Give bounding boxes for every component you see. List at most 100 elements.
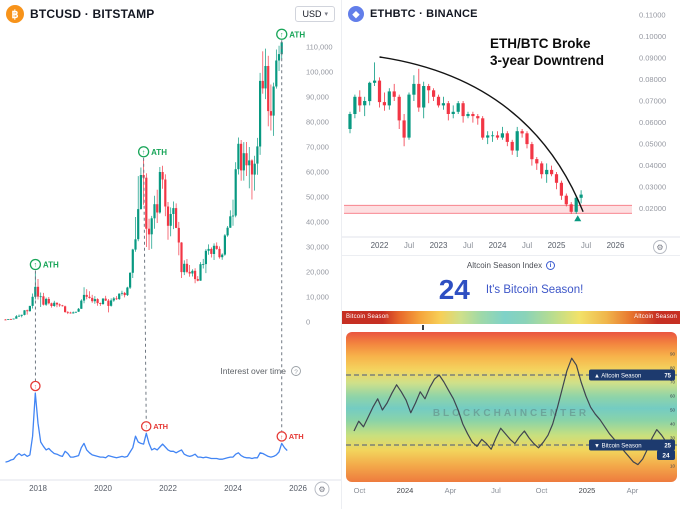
svg-text:0.04000: 0.04000: [639, 161, 666, 170]
bitcoin-icon: ฿: [6, 5, 24, 23]
svg-text:↑: ↑: [34, 262, 38, 269]
svg-text:0.06000: 0.06000: [639, 118, 666, 127]
svg-text:2018: 2018: [29, 484, 47, 493]
svg-text:2026: 2026: [289, 484, 307, 493]
svg-text:80: 80: [670, 366, 676, 371]
svg-text:0.11000: 0.11000: [639, 11, 666, 20]
btc-chart-title: BTCUSD · BITSTAMP: [30, 7, 155, 21]
svg-text:90,000: 90,000: [306, 93, 329, 102]
svg-text:70: 70: [670, 380, 676, 385]
svg-text:2024: 2024: [397, 486, 414, 495]
svg-text:10,000: 10,000: [306, 293, 329, 302]
svg-text:↑: ↑: [34, 383, 37, 390]
btc-y-axis: 110,000 100,000 90,000 80,000 70,000 60,000 50…: [306, 43, 333, 327]
svg-text:Apr: Apr: [627, 486, 639, 495]
svg-text:Oct: Oct: [354, 486, 367, 495]
svg-text:Jul: Jul: [491, 486, 501, 495]
svg-text:▲ Altcoin Season: ▲ Altcoin Season: [594, 374, 641, 380]
svg-text:2024: 2024: [224, 484, 242, 493]
ath-markers: ↑ ATH ↑ ↑ ATH ↑ ATH ↑ ATH ↑ ATH: [29, 28, 305, 442]
svg-text:50,000: 50,000: [306, 193, 329, 202]
downtrend-line: [379, 56, 584, 213]
svg-text:Jul: Jul: [463, 241, 473, 250]
svg-text:2024: 2024: [489, 241, 507, 250]
svg-text:0.05000: 0.05000: [639, 140, 666, 149]
bar-label-altcoin-season: Altcoin Season: [634, 314, 677, 320]
altcoin-season-panel: Altcoin Season Index i 24 It's Bitcoin S…: [342, 255, 680, 509]
season-history-svg: BLOCKCHAINCENTER908070605040302010▲ Altc…: [346, 352, 677, 469]
bar-label-bitcoin-season: Bitcoin Season: [346, 314, 389, 320]
btc-panel-header: ฿ BTCUSD · BITSTAMP USD ▾: [0, 0, 341, 28]
season-x-axis: Oct 2024 Apr Jul Oct 2025 Apr: [354, 486, 639, 495]
svg-text:BLOCKCHAINCENTER: BLOCKCHAINCENTER: [433, 408, 589, 419]
svg-text:Jul: Jul: [404, 241, 414, 250]
season-status-text: It's Bitcoin Season!: [485, 284, 584, 296]
btc-candlestick-chart[interactable]: 110,000 100,000 90,000 80,000 70,000 60,000 50…: [0, 28, 341, 509]
season-gradient-bar: Bitcoin Season Altcoin Season: [342, 311, 680, 324]
svg-text:↑: ↑: [280, 434, 283, 441]
svg-text:ATH: ATH: [151, 148, 167, 157]
annotation-line-2: 3-year Downtrend: [490, 52, 605, 68]
svg-text:24: 24: [662, 453, 670, 460]
svg-text:2023: 2023: [430, 241, 448, 250]
eth-candles: [348, 62, 583, 214]
currency-dropdown[interactable]: USD ▾: [295, 6, 335, 22]
season-index-value: 24: [438, 274, 470, 305]
svg-text:↑: ↑: [142, 149, 146, 156]
eth-y-axis: 0.11000 0.10000 0.09000 0.08000 0.07000 0.060…: [639, 11, 666, 214]
svg-text:2025: 2025: [548, 241, 566, 250]
bitcoin-season-badge: ▼ Bitcoin Season 25: [589, 439, 675, 451]
svg-text:Jul: Jul: [522, 241, 532, 250]
svg-text:110,000: 110,000: [306, 43, 333, 52]
support-zone: [344, 204, 632, 214]
svg-text:ATH: ATH: [289, 30, 305, 39]
eth-panel-header: ◆ ETHBTC · BINANCE: [342, 0, 484, 28]
svg-text:10: 10: [670, 464, 676, 469]
svg-text:0.07000: 0.07000: [639, 97, 666, 106]
btc-settings-button[interactable]: ⚙: [314, 481, 330, 497]
btc-x-axis: 2018 2020 2022 2024 2026: [29, 484, 307, 493]
info-icon[interactable]: i: [546, 260, 556, 270]
svg-text:ATH: ATH: [289, 432, 304, 441]
svg-text:↑: ↑: [145, 424, 148, 431]
svg-text:0: 0: [306, 318, 310, 327]
svg-text:Apr: Apr: [445, 486, 457, 495]
svg-text:Jul: Jul: [581, 241, 591, 250]
svg-text:40,000: 40,000: [306, 218, 329, 227]
svg-text:2026: 2026: [607, 241, 625, 250]
altcoin-season-badge: ▲ Altcoin Season 75: [589, 369, 675, 381]
svg-text:↑: ↑: [280, 32, 284, 39]
svg-text:50: 50: [670, 408, 676, 413]
season-index-title: Altcoin Season Index: [466, 260, 543, 270]
svg-text:20,000: 20,000: [306, 268, 329, 277]
eth-candlestick-chart[interactable]: 0.11000 0.10000 0.09000 0.08000 0.07000 0.060…: [342, 0, 680, 255]
breakout-arrow-icon: [574, 215, 582, 222]
btc-panel: ฿ BTCUSD · BITSTAMP USD ▾ 110,000 100,000…: [0, 0, 341, 509]
svg-text:2022: 2022: [159, 484, 177, 493]
btc-candles: [4, 42, 283, 321]
chevron-down-icon: ▾: [324, 10, 328, 18]
svg-text:0.03000: 0.03000: [639, 183, 666, 192]
ethereum-icon: ◆: [348, 6, 364, 22]
current-value-badge: 24: [657, 450, 675, 460]
season-marker: [422, 325, 425, 330]
svg-text:30: 30: [670, 436, 676, 441]
svg-text:0.10000: 0.10000: [639, 32, 666, 41]
svg-text:60,000: 60,000: [306, 168, 329, 177]
season-value-row: 24 It's Bitcoin Season!: [342, 271, 680, 309]
svg-text:⚙: ⚙: [318, 485, 325, 494]
svg-text:Interest over time: Interest over time: [220, 366, 286, 376]
svg-text:▼ Bitcoin Season: ▼ Bitcoin Season: [594, 444, 642, 450]
svg-text:60: 60: [670, 394, 676, 399]
eth-settings-button[interactable]: ⚙: [653, 240, 667, 254]
svg-text:2025: 2025: [579, 486, 596, 495]
eth-panel: 0.11000 0.10000 0.09000 0.08000 0.07000 0.060…: [342, 0, 680, 255]
svg-text:2022: 2022: [371, 241, 389, 250]
svg-text:75: 75: [664, 374, 671, 380]
downtrend-annotation: ETH/BTC Broke 3-year Downtrend: [490, 36, 604, 70]
svg-text:100,000: 100,000: [306, 68, 333, 77]
svg-text:0.08000: 0.08000: [639, 75, 666, 84]
svg-text:2020: 2020: [94, 484, 112, 493]
season-history-chart: BLOCKCHAINCENTER908070605040302010▲ Altc…: [346, 332, 677, 482]
